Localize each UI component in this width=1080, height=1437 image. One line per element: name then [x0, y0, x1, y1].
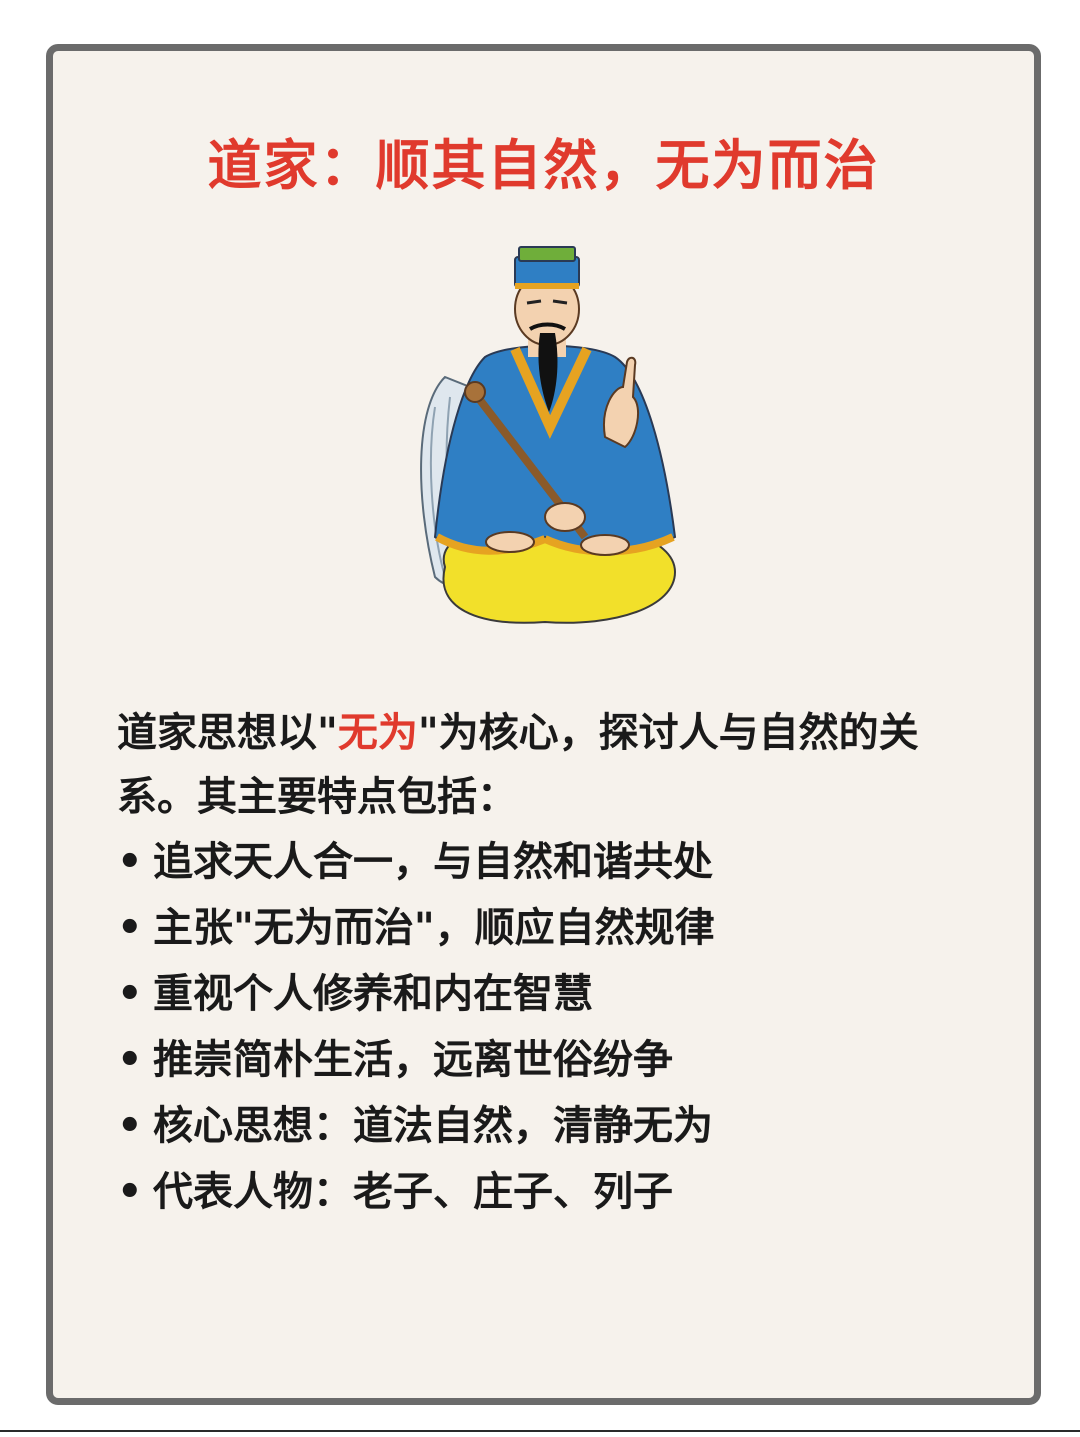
intro-highlight: 无为: [337, 710, 418, 756]
list-item: • 主张"无为而治"，顺应自然规律: [117, 895, 987, 961]
list-item: • 推崇简朴生活，远离世俗纷争: [117, 1027, 987, 1093]
bullet-icon: •: [117, 905, 143, 951]
list-item: • 追求天人合一，与自然和谐共处: [117, 829, 987, 895]
description: 道家思想以"无为"为核心，探讨人与自然的关系。其主要特点包括： • 追求天人合一，…: [117, 701, 987, 1225]
bullet-icon: •: [117, 971, 143, 1017]
feature-list: • 追求天人合一，与自然和谐共处 • 主张"无为而治"，顺应自然规律 • 重视个人修养…: [117, 829, 987, 1225]
list-item: • 核心思想：道法自然，清静无为: [117, 1093, 987, 1159]
list-item-text: 重视个人修养和内在智慧: [153, 971, 593, 1017]
content-card: 道家：顺其自然，无为而治: [46, 44, 1041, 1405]
bullet-icon: •: [117, 1169, 143, 1215]
bullet-icon: •: [117, 1037, 143, 1083]
list-item-text: 主张"无为而治"，顺应自然规律: [153, 905, 715, 951]
intro-text-after: "为核心，探讨人与自然的关系。其主要特点包括：: [117, 710, 919, 820]
list-item-text: 追求天人合一，与自然和谐共处: [153, 839, 713, 885]
list-item: • 重视个人修养和内在智慧: [117, 961, 987, 1027]
list-item-text: 推崇简朴生活，远离世俗纷争: [153, 1037, 673, 1083]
intro-text-before: 道家思想以": [117, 710, 338, 756]
bottom-divider: [0, 1430, 1080, 1432]
bullet-icon: •: [117, 839, 143, 885]
bullet-icon: •: [117, 1103, 143, 1149]
list-item-text: 代表人物：老子、庄子、列子: [153, 1169, 673, 1215]
list-item-text: 核心思想：道法自然，清静无为: [153, 1103, 713, 1149]
page-title: 道家：顺其自然，无为而治: [207, 134, 880, 197]
seated-taoist-sage-illustration: [420, 246, 677, 624]
list-item: • 代表人物：老子、庄子、列子: [117, 1159, 987, 1225]
intro-paragraph: 道家思想以"无为"为核心，探讨人与自然的关系。其主要特点包括：: [117, 701, 987, 829]
